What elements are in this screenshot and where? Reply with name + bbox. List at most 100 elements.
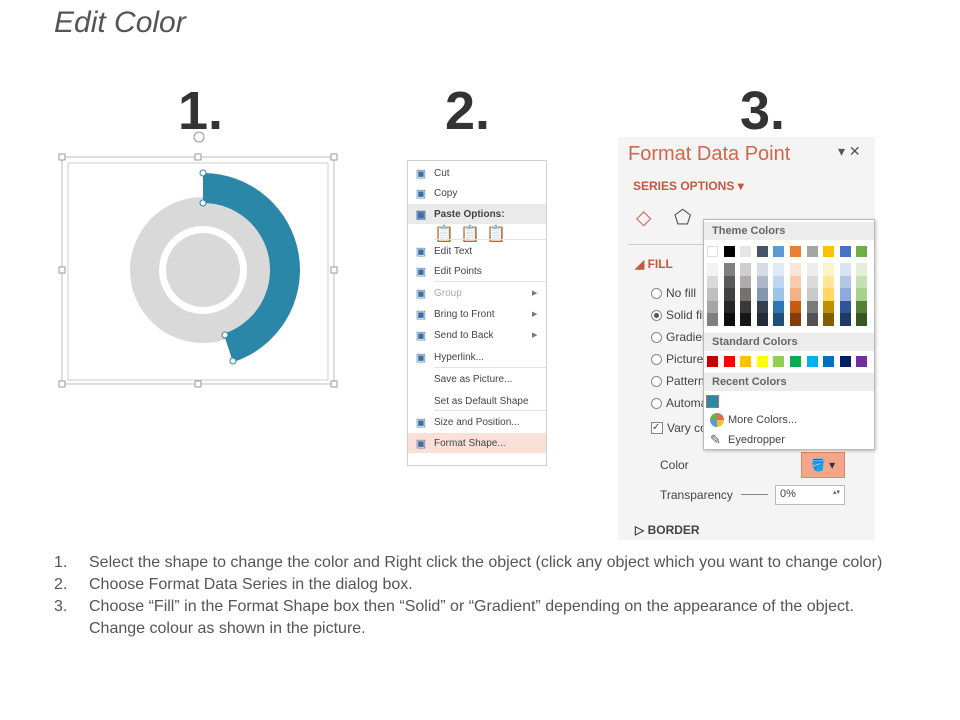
theme-color-swatch[interactable] — [806, 246, 818, 257]
theme-shade-swatch[interactable] — [707, 263, 718, 276]
resize-handle[interactable] — [194, 380, 202, 388]
standard-color-swatch[interactable] — [856, 356, 868, 367]
theme-shade-swatch[interactable] — [856, 300, 868, 313]
theme-shade-swatch[interactable] — [756, 275, 768, 288]
menu-item-bring-to-front[interactable]: ▣ Bring to Front ▶ — [408, 304, 546, 324]
standard-color-swatch[interactable] — [756, 356, 768, 367]
more-colors-item[interactable]: More Colors... — [728, 414, 797, 426]
menu-item-edit-text[interactable]: ▣ Edit Text — [408, 241, 546, 261]
menu-item-group[interactable]: ▣ Group ▶ — [408, 283, 546, 303]
theme-shade-swatch[interactable] — [823, 300, 835, 313]
standard-color-swatch[interactable] — [823, 356, 835, 367]
theme-shade-swatch[interactable] — [839, 300, 851, 313]
standard-color-swatch[interactable] — [839, 356, 851, 367]
theme-shade-swatch[interactable] — [756, 313, 768, 326]
donut-selected-segment[interactable] — [203, 173, 300, 363]
standard-color-swatch[interactable] — [806, 356, 818, 367]
theme-color-swatch[interactable] — [839, 246, 851, 257]
menu-item-copy[interactable]: ▣ Copy — [408, 183, 546, 203]
rotate-handle-icon[interactable] — [193, 131, 205, 143]
theme-shade-swatch[interactable] — [740, 263, 752, 276]
theme-color-swatch[interactable] — [723, 246, 735, 257]
theme-shade-swatch[interactable] — [806, 263, 818, 276]
theme-shade-swatch[interactable] — [856, 313, 868, 326]
theme-color-swatch[interactable] — [790, 246, 801, 257]
resize-handle[interactable] — [58, 380, 66, 388]
standard-color-swatch[interactable] — [773, 356, 785, 367]
theme-shade-swatch[interactable] — [806, 275, 818, 288]
theme-shade-swatch[interactable] — [773, 300, 785, 313]
theme-shade-swatch[interactable] — [790, 313, 801, 326]
transparency-input[interactable]: 0% ▴▾ — [775, 485, 845, 505]
selection-handles[interactable] — [58, 153, 338, 388]
theme-shade-swatch[interactable] — [723, 300, 735, 313]
theme-color-swatch[interactable] — [773, 246, 785, 257]
series-options-dropdown[interactable]: SERIES OPTIONS ▾ — [633, 179, 744, 193]
paste-keep-source-icon[interactable]: 📋 — [434, 226, 454, 243]
theme-shade-swatch[interactable] — [790, 288, 801, 301]
standard-color-swatch[interactable] — [723, 356, 735, 367]
theme-shade-swatch[interactable] — [823, 275, 835, 288]
theme-color-swatch[interactable] — [856, 246, 868, 257]
theme-shade-swatch[interactable] — [806, 300, 818, 313]
eyedropper-item[interactable]: Eyedropper — [728, 434, 785, 446]
menu-item-cut[interactable]: ▣ Cut — [408, 163, 546, 183]
theme-shade-swatch[interactable] — [839, 275, 851, 288]
menu-item-hyperlink[interactable]: ▣ Hyperlink... — [408, 347, 546, 367]
point-handle[interactable] — [229, 357, 237, 365]
standard-color-swatch[interactable] — [740, 356, 752, 367]
theme-shade-swatch[interactable] — [723, 288, 735, 301]
theme-shade-swatch[interactable] — [707, 313, 718, 326]
theme-shade-swatch[interactable] — [756, 263, 768, 276]
theme-shade-swatch[interactable] — [773, 313, 785, 326]
theme-shade-swatch[interactable] — [707, 300, 718, 313]
fill-line-icon[interactable]: ◇ — [636, 207, 652, 229]
theme-shade-swatch[interactable] — [806, 313, 818, 326]
donut-chart-selected[interactable] — [55, 125, 345, 395]
menu-item-format-shape[interactable]: ▣ Format Shape... — [408, 433, 546, 453]
paste-picture-icon[interactable]: 📋 — [486, 226, 506, 243]
theme-shade-swatch[interactable] — [723, 275, 735, 288]
menu-item-send-to-back[interactable]: ▣ Send to Back ▶ — [408, 325, 546, 345]
transparency-slider[interactable] — [741, 494, 768, 495]
standard-color-swatch[interactable] — [707, 356, 718, 367]
point-handle[interactable] — [221, 331, 229, 339]
fill-section-toggle[interactable]: ◢ FILL — [635, 257, 673, 271]
theme-shade-swatch[interactable] — [773, 263, 785, 276]
theme-shade-swatch[interactable] — [740, 300, 752, 313]
theme-shade-swatch[interactable] — [823, 313, 835, 326]
paste-merge-icon[interactable]: 📋 — [460, 226, 480, 243]
theme-color-swatch[interactable] — [740, 246, 752, 257]
resize-handle[interactable] — [58, 153, 66, 161]
theme-shade-swatch[interactable] — [823, 288, 835, 301]
theme-shade-swatch[interactable] — [723, 313, 735, 326]
theme-shade-swatch[interactable] — [839, 263, 851, 276]
menu-item-set-as-default-shape[interactable]: Set as Default Shape — [408, 391, 546, 411]
theme-shade-swatch[interactable] — [790, 275, 801, 288]
fill-option-radio[interactable]: No fill — [651, 286, 696, 300]
fill-color-button[interactable]: 🪣 ▾ — [801, 452, 845, 478]
theme-shade-swatch[interactable] — [790, 263, 801, 276]
theme-shade-swatch[interactable] — [740, 288, 752, 301]
theme-shade-swatch[interactable] — [707, 275, 718, 288]
theme-color-swatch[interactable] — [707, 246, 718, 257]
theme-shade-swatch[interactable] — [823, 263, 835, 276]
menu-item-save-as-picture[interactable]: Save as Picture... — [408, 369, 546, 389]
point-handle[interactable] — [199, 199, 207, 207]
theme-shade-swatch[interactable] — [790, 300, 801, 313]
theme-shade-swatch[interactable] — [856, 288, 868, 301]
theme-color-swatch[interactable] — [823, 246, 835, 257]
point-handle[interactable] — [199, 169, 207, 177]
resize-handle[interactable] — [330, 153, 338, 161]
theme-shade-swatch[interactable] — [740, 313, 752, 326]
theme-shade-swatch[interactable] — [740, 275, 752, 288]
theme-shade-swatch[interactable] — [773, 275, 785, 288]
resize-handle[interactable] — [58, 266, 66, 274]
theme-shade-swatch[interactable] — [756, 288, 768, 301]
theme-shade-swatch[interactable] — [856, 275, 868, 288]
resize-handle[interactable] — [330, 266, 338, 274]
border-section-toggle[interactable]: ▷ BORDER — [635, 523, 700, 537]
recent-color-swatch[interactable] — [706, 395, 719, 408]
theme-shade-swatch[interactable] — [839, 313, 851, 326]
theme-shade-swatch[interactable] — [856, 263, 868, 276]
